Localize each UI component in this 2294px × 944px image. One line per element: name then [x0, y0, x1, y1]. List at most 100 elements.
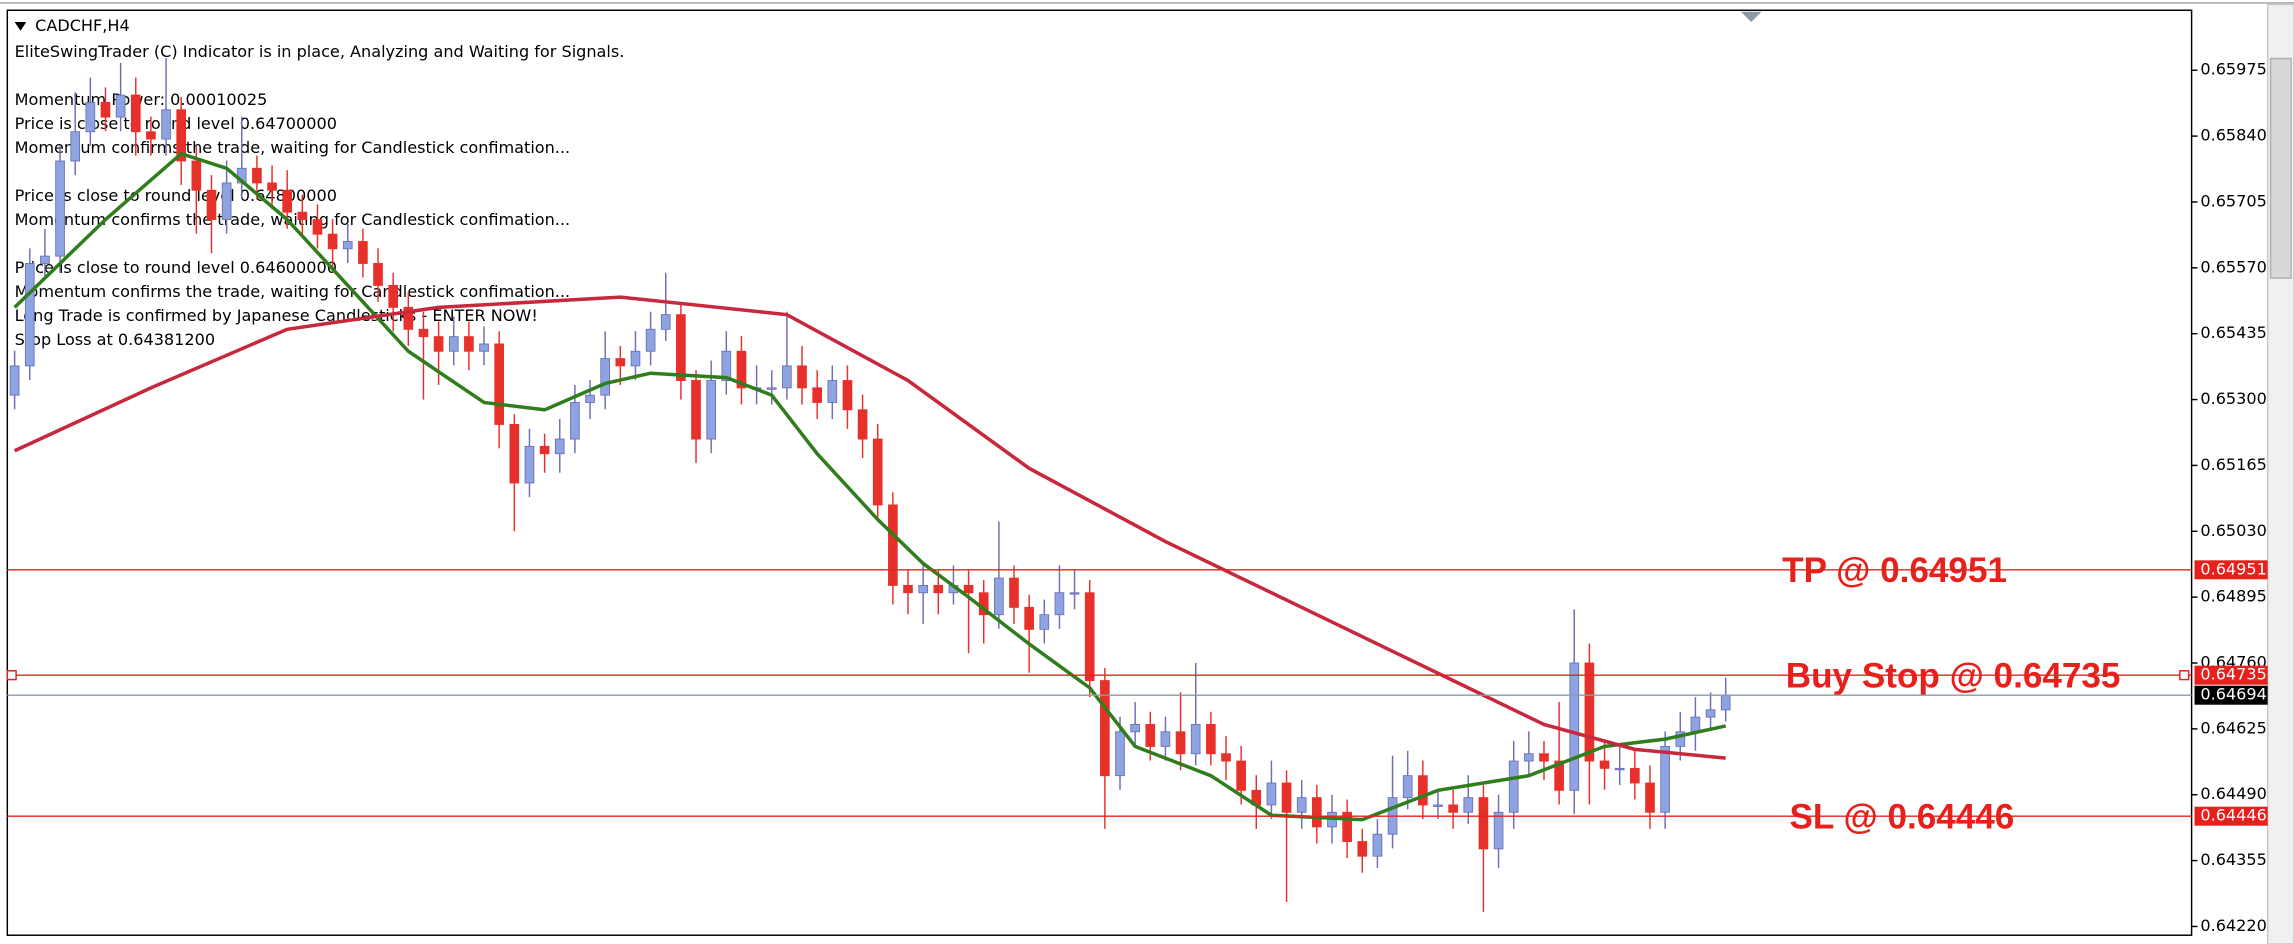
candle-body: [1115, 731, 1125, 777]
candle-body: [70, 131, 81, 162]
candle-body: [1705, 709, 1716, 718]
candle-body: [1084, 592, 1095, 681]
candle-body: [1524, 753, 1534, 762]
candle-body: [1554, 760, 1564, 791]
candle-body: [1690, 716, 1701, 733]
level-label: 0.64951: [2200, 559, 2266, 578]
y-tick-label: 0.65705: [2200, 191, 2266, 210]
y-tick-label: 0.64490: [2200, 784, 2266, 803]
level-label: 0.64735: [2200, 665, 2266, 684]
candle-body: [570, 402, 580, 440]
y-tick-label: 0.65975: [2200, 60, 2266, 79]
candle-body: [494, 343, 505, 425]
candle-body: [1402, 775, 1413, 799]
candle-body: [1675, 731, 1686, 747]
candle-body: [721, 350, 732, 381]
y-tick-label: 0.64355: [2200, 850, 2266, 869]
candle-body: [130, 94, 141, 133]
candle-body: [100, 102, 111, 118]
candle-body: [176, 109, 187, 162]
comment-line: Price is close to round level 0.64700000: [15, 114, 337, 133]
collapse-arrow[interactable]: [14, 21, 27, 31]
level-annotation: Buy Stop @ 0.64735: [1786, 656, 2121, 695]
candle-body: [479, 343, 489, 352]
level-label: 0.64694: [2200, 685, 2266, 704]
comment-line: Price is close to round level 0.64600000: [15, 258, 337, 277]
candle-body: [600, 358, 611, 396]
candle-body: [418, 328, 429, 338]
candle-body: [706, 380, 716, 440]
candle-body: [585, 394, 595, 403]
candle-body: [1448, 804, 1458, 813]
candle-body: [1630, 767, 1640, 784]
level-label-bg: [2194, 806, 2268, 826]
candle-body: [1100, 680, 1110, 777]
candle-body: [676, 314, 686, 381]
candle-body: [857, 409, 868, 440]
moving-average: [13, 295, 1726, 760]
candle-body: [509, 423, 520, 484]
candle-body: [1024, 606, 1034, 630]
candle-body: [1645, 782, 1655, 813]
candle-body: [252, 167, 262, 184]
y-tick-label: 0.64895: [2200, 587, 2266, 606]
candle-body: [918, 584, 928, 594]
comment-line: Long Trade is confirmed by Japanese Cand…: [15, 306, 538, 325]
candle-body: [327, 233, 338, 250]
candle-body: [24, 263, 35, 367]
scroll-thumb[interactable]: [2269, 57, 2292, 279]
shift-marker: [1740, 11, 1762, 22]
y-tick-label: 0.65165: [2200, 455, 2266, 474]
candle-body: [1266, 782, 1277, 806]
candle-body: [161, 109, 171, 140]
chart-title: CADCHF,H4: [35, 16, 130, 35]
candle-body: [872, 438, 883, 506]
candle-body: [539, 445, 550, 455]
candle-body: [888, 504, 898, 586]
candle-body: [1569, 662, 1580, 791]
candle-body: [403, 306, 414, 330]
candle-body: [1584, 662, 1595, 762]
candle-body: [358, 241, 368, 264]
candle-body: [963, 584, 974, 594]
candle-body: [1145, 724, 1156, 747]
candle-body: [1433, 804, 1443, 807]
candle-body: [797, 365, 807, 389]
candle-body: [373, 263, 383, 286]
candle-body: [1236, 760, 1246, 791]
candle-body: [766, 387, 777, 390]
candle-body: [388, 284, 399, 308]
comment-line: Momentum confirms the trade, waiting for…: [15, 210, 571, 229]
comment-line: Stop Loss at 0.64381200: [15, 330, 215, 349]
candle-body: [630, 350, 641, 367]
candle-body: [1357, 841, 1368, 857]
comment-line: Momentum confirms the trade, waiting for…: [15, 138, 571, 157]
candle-body: [933, 584, 944, 594]
candle-body: [827, 380, 838, 403]
candle-body: [1720, 694, 1731, 711]
candle-body: [1463, 797, 1474, 813]
candle-body: [1221, 753, 1231, 762]
candle-body: [115, 94, 126, 118]
level-label-bg: [2194, 685, 2268, 705]
moving-average: [13, 151, 1727, 822]
candle-body: [1281, 782, 1292, 813]
level-annotation: TP @ 0.64951: [1782, 551, 2007, 590]
candle-body: [660, 314, 671, 330]
candle-body: [812, 387, 822, 403]
candle-body: [842, 380, 853, 411]
candle-body: [55, 160, 65, 257]
candle-body: [524, 445, 535, 484]
candle-body: [645, 328, 656, 352]
order-marker: [2179, 670, 2190, 681]
y-tick-label: 0.65030: [2200, 521, 2266, 540]
candle-body: [691, 380, 701, 440]
candle-body: [903, 584, 913, 594]
candle-body: [1175, 731, 1186, 755]
candle-body: [1372, 833, 1383, 857]
candle-body: [1342, 811, 1352, 842]
candle-body: [464, 336, 474, 352]
y-tick-label: 0.65840: [2200, 126, 2266, 145]
